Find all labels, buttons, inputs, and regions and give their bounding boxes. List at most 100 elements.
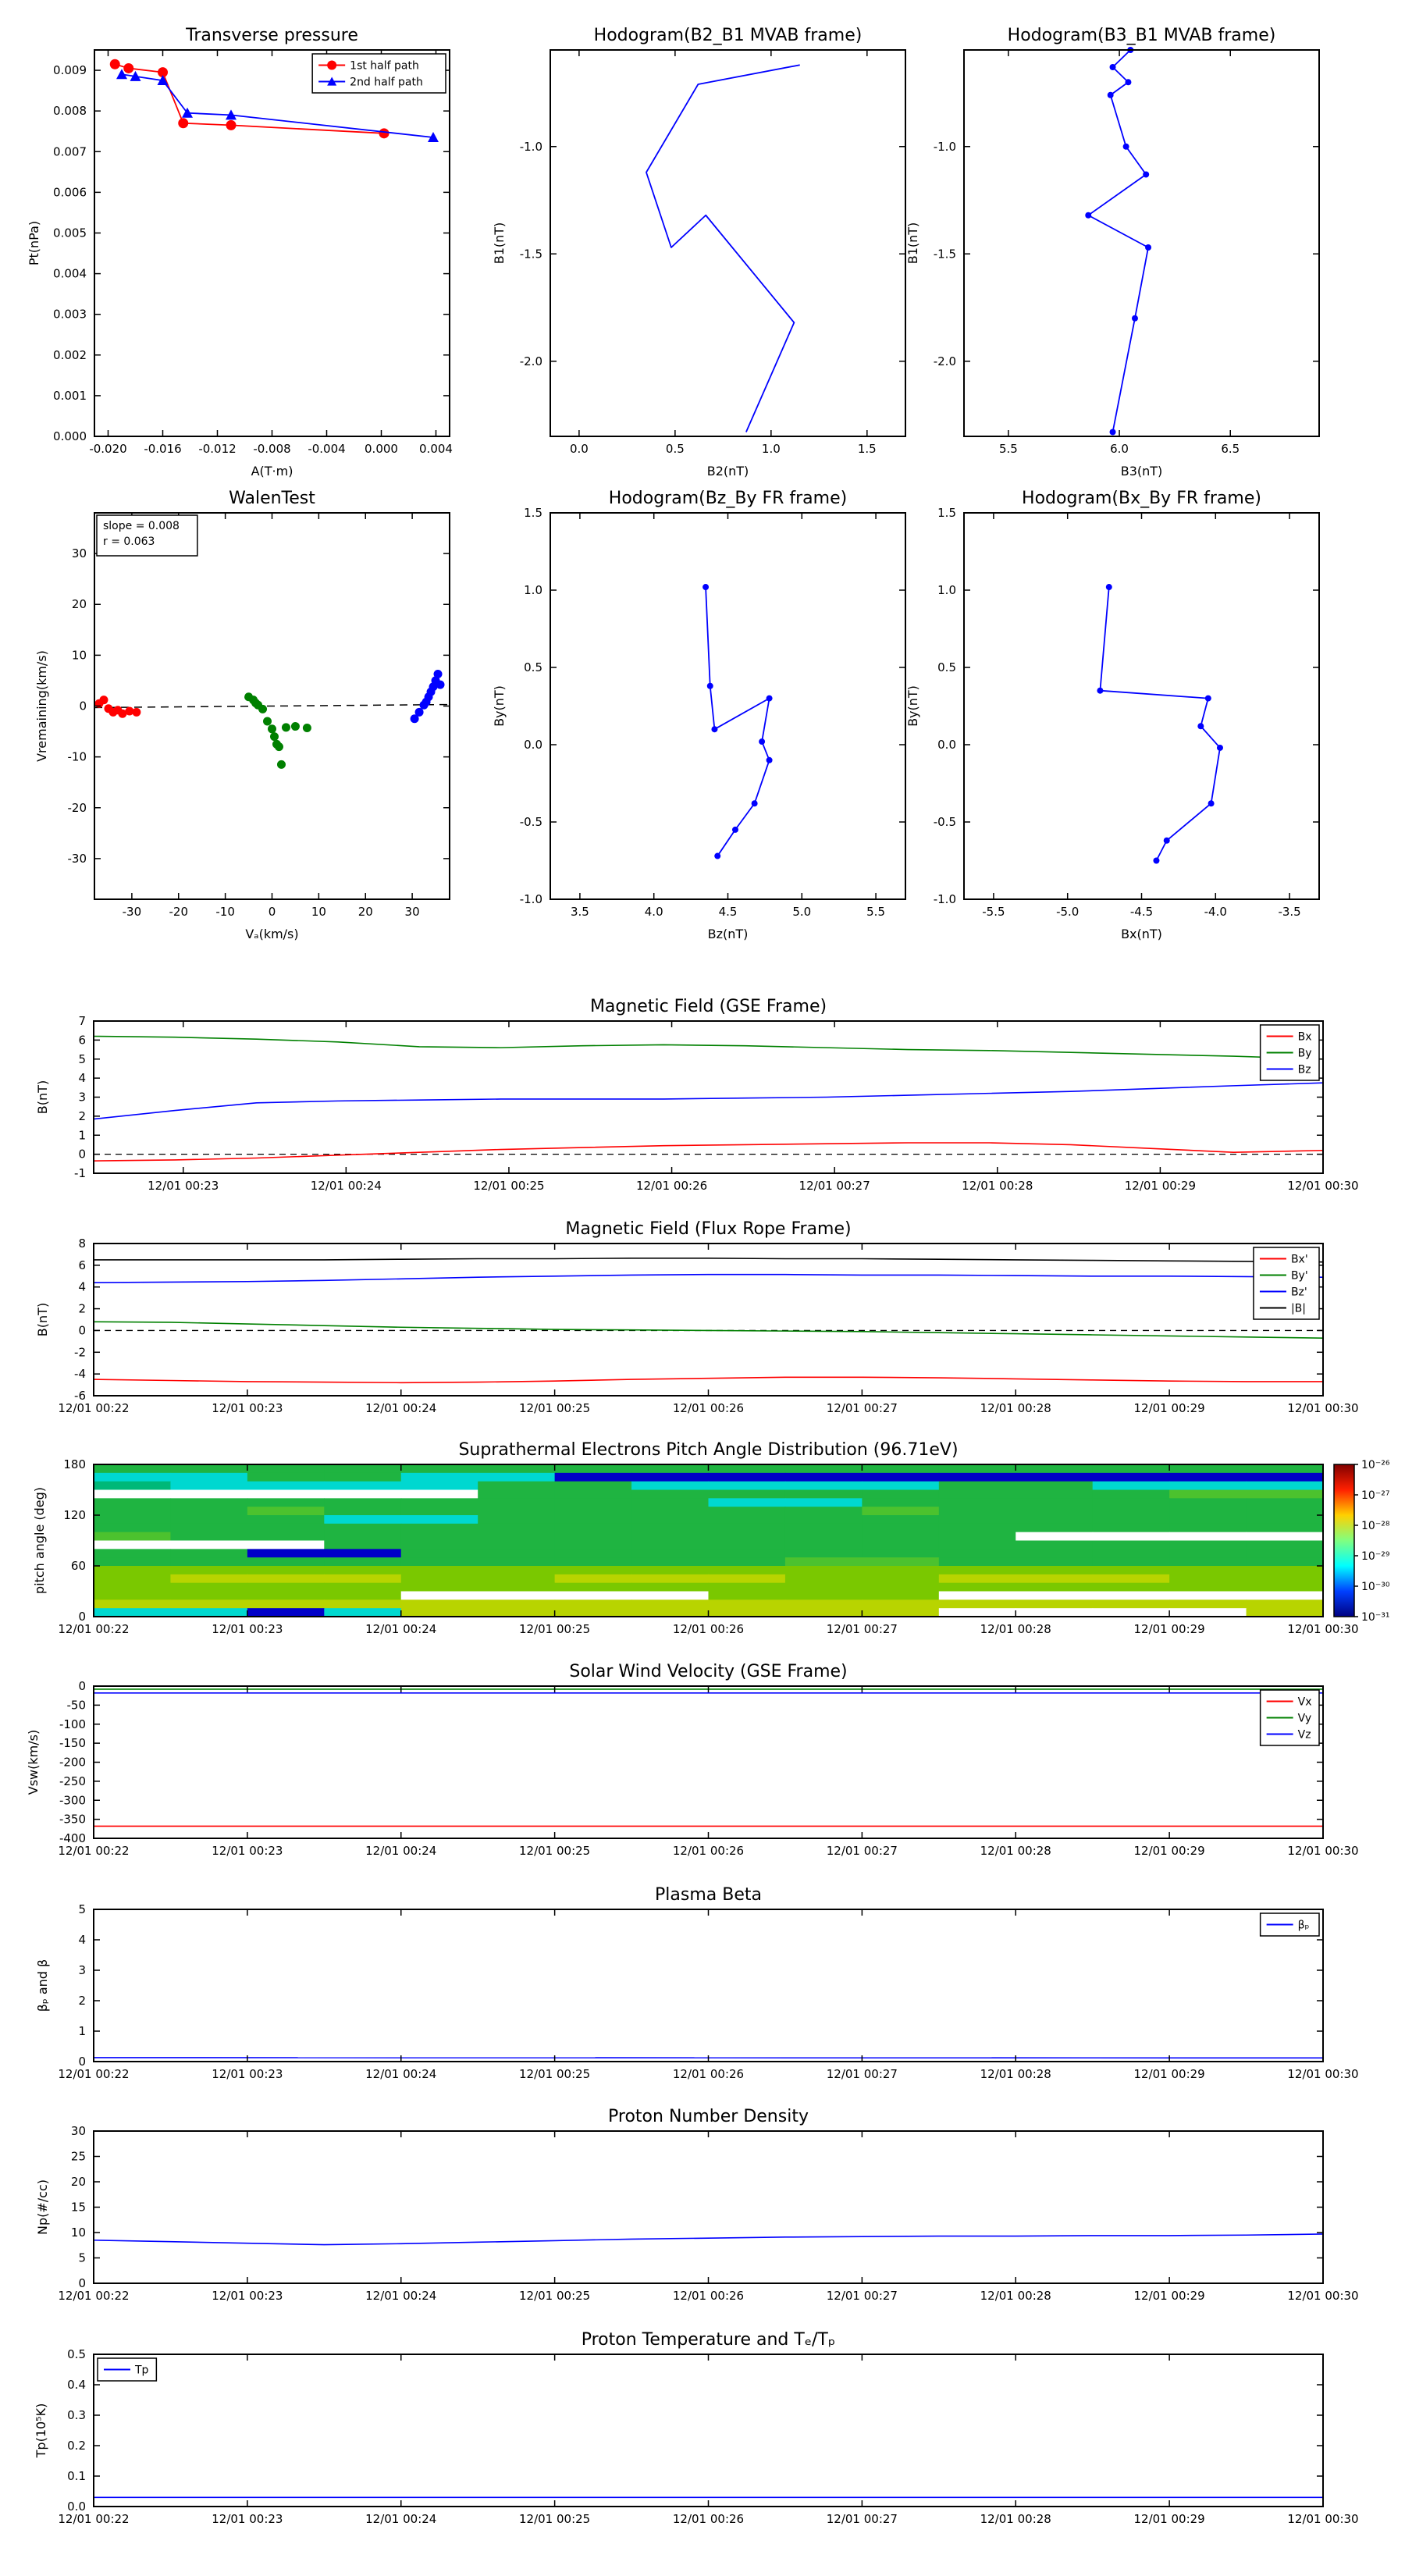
heatmap-cell xyxy=(400,1582,478,1592)
legend-label: Vx xyxy=(1298,1696,1312,1709)
heatmap-cell xyxy=(554,1608,632,1617)
heatmap-cell xyxy=(1246,1574,1324,1584)
legend-label: Tp xyxy=(134,2364,149,2377)
marker xyxy=(410,714,419,724)
x-tick-label: 12/01 00:24 xyxy=(365,2512,436,2526)
heatmap-cell xyxy=(1016,1515,1094,1525)
heatmap-cell xyxy=(94,1489,172,1499)
x-tick-label: 12/01 00:24 xyxy=(365,1622,436,1636)
x-tick-label: 12/01 00:25 xyxy=(519,1844,590,1858)
x-tick-label: 12/01 00:25 xyxy=(519,2067,590,2081)
heatmap-cell xyxy=(862,1481,940,1491)
marker xyxy=(1204,695,1211,702)
x-tick-label: 0.004 xyxy=(419,442,453,456)
heatmap-cell xyxy=(324,1532,402,1542)
y-tick-label: 0.5 xyxy=(67,2347,86,2361)
heatmap-cell xyxy=(1169,1481,1247,1491)
heatmap-cell xyxy=(938,1608,1016,1617)
x-tick-label: 12/01 00:26 xyxy=(673,1844,744,1858)
heatmap-cell xyxy=(170,1557,248,1567)
x-axis-label: B2(nT) xyxy=(707,464,749,479)
p9-svg: 12/01 00:22 12/01 00:23 12/01 00:24 12/01 0… xyxy=(32,1440,1390,1636)
x-tick-label: 12/01 00:30 xyxy=(1287,2512,1358,2526)
y-tick-label: 0.002 xyxy=(53,348,87,362)
heatmap-cell xyxy=(1092,1582,1170,1592)
series-line-hodogram xyxy=(1087,49,1149,432)
y-tick-label: 0.1 xyxy=(67,2469,86,2483)
x-tick-label: 12/01 00:30 xyxy=(1287,1401,1358,1415)
heatmap-cell xyxy=(1092,1557,1170,1567)
x-tick-label: 12/01 00:28 xyxy=(980,2512,1051,2526)
heatmap-cell xyxy=(708,1582,786,1592)
x-tick-label: 1.5 xyxy=(858,442,877,456)
y-tick-label: 60 xyxy=(71,1559,86,1573)
y-tick-label: -1 xyxy=(74,1166,86,1180)
x-tick-label: 12/01 00:23 xyxy=(212,1844,283,1858)
heatmap-cell xyxy=(94,1532,172,1542)
heatmap-cell xyxy=(784,1566,863,1575)
x-axis-label: A(T·m) xyxy=(251,464,293,479)
heatmap-cell xyxy=(1016,1532,1094,1542)
marker xyxy=(414,707,424,717)
colorbar xyxy=(1334,1464,1354,1617)
x-tick-label: 12/01 00:30 xyxy=(1287,1179,1358,1193)
marker xyxy=(766,695,773,702)
heatmap-cell xyxy=(784,1498,863,1507)
series-line-Bx' xyxy=(93,1376,1323,1384)
y-tick-label: -1.0 xyxy=(520,140,542,154)
heatmap-cell xyxy=(862,1608,940,1617)
heatmap-cell xyxy=(708,1532,786,1542)
heatmap-cell xyxy=(1092,1608,1170,1617)
heatmap-cell xyxy=(631,1591,710,1600)
x-tick-label: 12/01 00:28 xyxy=(980,2289,1051,2303)
heatmap-cell xyxy=(1092,1489,1170,1499)
x-tick-label: 12/01 00:29 xyxy=(1134,2289,1205,2303)
y-tick-label: -0.5 xyxy=(520,815,542,829)
heatmap-cell xyxy=(400,1566,478,1575)
chart-title: Magnetic Field (GSE Frame) xyxy=(590,997,827,1016)
series-line-Np xyxy=(93,2233,1324,2246)
heatmap-cell xyxy=(1246,1540,1324,1550)
heatmap-cell xyxy=(554,1464,632,1474)
heatmap-cell xyxy=(554,1591,632,1600)
marker xyxy=(258,704,268,713)
legend-label: By xyxy=(1298,1048,1312,1060)
heatmap-cell xyxy=(1169,1549,1247,1558)
y-axis-label: By(nT) xyxy=(905,685,920,727)
heatmap-cell xyxy=(324,1574,402,1584)
heatmap-cell xyxy=(1246,1464,1324,1474)
chart-title: Hodogram(B2_B1 MVAB frame) xyxy=(594,26,863,45)
y-tick-label: 0.004 xyxy=(53,267,87,281)
axes-frame xyxy=(550,49,906,437)
chart-title: WalenTest xyxy=(229,489,315,508)
heatmap-cell xyxy=(170,1566,248,1575)
heatmap-cell xyxy=(94,1557,172,1567)
heatmap-cell xyxy=(631,1481,710,1491)
y-tick-label: 8 xyxy=(78,1236,86,1251)
y-axis-label: Pt(nPa) xyxy=(28,221,41,265)
x-tick-label: 5.0 xyxy=(792,905,811,919)
heatmap-cell xyxy=(1246,1498,1324,1507)
x-tick-label: 12/01 00:26 xyxy=(673,2512,744,2526)
heatmap-cell xyxy=(631,1515,710,1525)
heatmap-cell xyxy=(247,1608,325,1617)
colorbar-label: 10⁻³⁰ xyxy=(1361,1581,1390,1593)
legend-label: Bz' xyxy=(1291,1286,1307,1299)
series-line-hodogram xyxy=(1099,586,1221,861)
legend-box xyxy=(311,53,446,94)
heatmap-cell xyxy=(1169,1523,1247,1533)
x-tick-label: 12/01 00:28 xyxy=(980,1844,1051,1858)
y-tick-label: 7 xyxy=(78,1014,86,1028)
x-tick-label: 4.5 xyxy=(719,905,738,919)
heatmap-cell xyxy=(324,1549,402,1558)
heatmap-cell xyxy=(708,1591,786,1600)
panel-proton-number-density: 12/01 00:22 12/01 00:23 12/01 00:24 12/01 0… xyxy=(16,2101,1405,2315)
x-tick-label: 0.0 xyxy=(570,442,589,456)
x-tick-label: 0.5 xyxy=(666,442,685,456)
heatmap-cell xyxy=(938,1574,1016,1584)
heatmap-cell xyxy=(1169,1608,1247,1617)
heatmap-cell xyxy=(708,1489,786,1499)
heatmap-cell xyxy=(862,1515,940,1525)
heatmap-cell xyxy=(1169,1582,1247,1592)
legend-label: By' xyxy=(1291,1270,1308,1283)
